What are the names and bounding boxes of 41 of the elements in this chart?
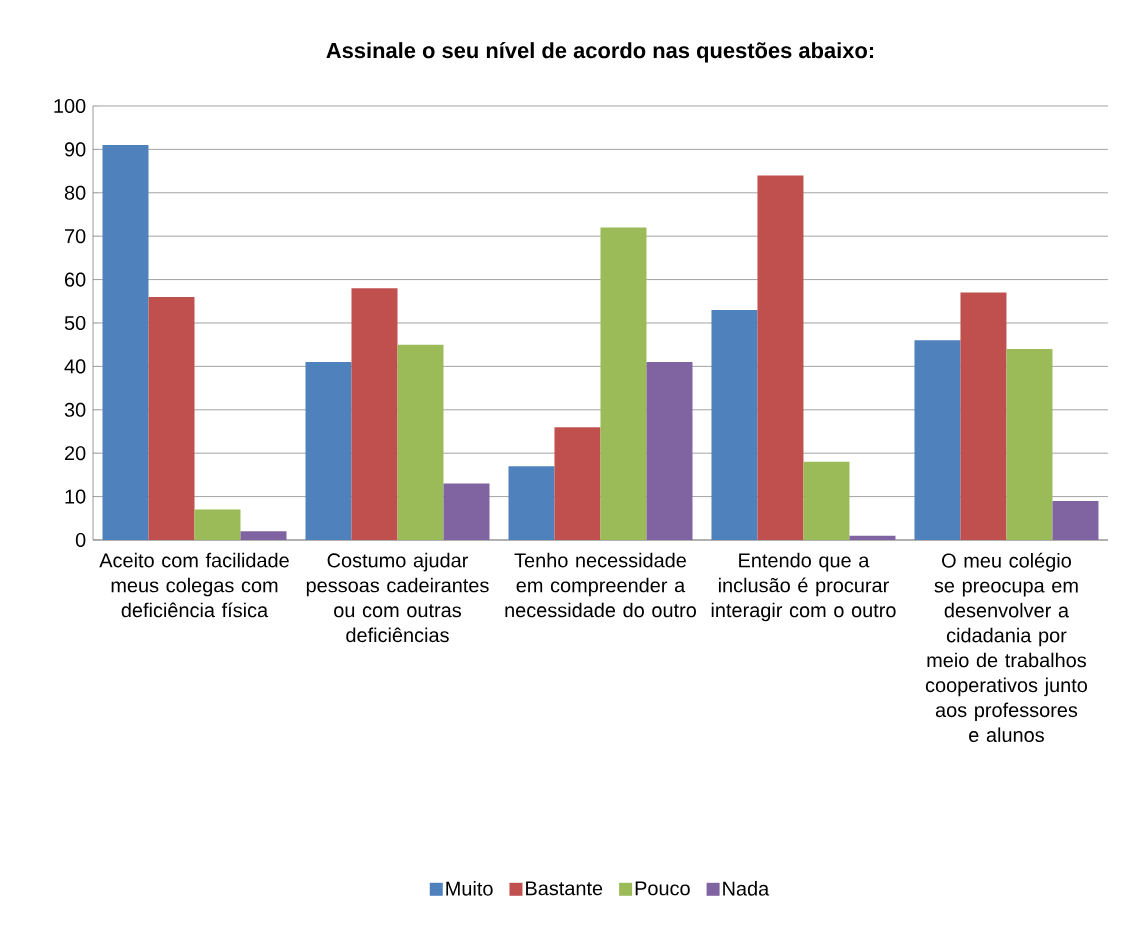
bar bbox=[646, 362, 693, 540]
legend-label: Bastante bbox=[526, 881, 603, 896]
chart-title: Assinale o seu nível de acordo nas questões abaixo: bbox=[326, 41, 874, 63]
y-tick-label: 10 bbox=[65, 489, 86, 504]
y-tick-label: 20 bbox=[65, 446, 86, 461]
y-tick-label: 60 bbox=[65, 272, 86, 287]
x-tick-label: Entendo que a inclusão é procurar interagir com o outro bbox=[711, 552, 896, 622]
bar bbox=[1006, 349, 1053, 540]
bar bbox=[305, 362, 352, 540]
bar bbox=[240, 531, 287, 540]
bar bbox=[397, 344, 444, 540]
bar bbox=[757, 175, 804, 540]
bar bbox=[443, 483, 490, 540]
y-tick-label: 30 bbox=[64, 402, 86, 417]
x-tick-label: Tenho necessidade em compreender a necessidade do outro bbox=[505, 552, 696, 618]
bar bbox=[148, 296, 195, 540]
y-tick-label: 40 bbox=[64, 359, 86, 374]
bar bbox=[849, 535, 896, 540]
bar bbox=[194, 509, 241, 540]
bar bbox=[600, 227, 647, 540]
y-tick-label: 100 bbox=[54, 98, 86, 114]
y-tick-label: 90 bbox=[64, 142, 86, 157]
bar bbox=[508, 466, 555, 540]
y-tick-label: 80 bbox=[64, 185, 86, 200]
y-tick-label: 50 bbox=[64, 315, 86, 331]
legend-label: Nada bbox=[723, 881, 770, 896]
y-tick-label: 70 bbox=[65, 229, 86, 244]
bar bbox=[960, 292, 1007, 540]
bar bbox=[711, 309, 758, 540]
bar bbox=[803, 461, 850, 540]
y-tick-label: 0 bbox=[75, 532, 86, 548]
x-tick-label: Costumo ajudar pessoas cadeirantes ou com outras deficiências bbox=[306, 552, 489, 643]
bar bbox=[1052, 500, 1099, 540]
legend-label: Muito bbox=[446, 881, 493, 896]
x-tick-label: Aceito com facilidade meus colegas com deficiência física bbox=[99, 552, 289, 618]
bar bbox=[914, 340, 961, 540]
bar bbox=[351, 288, 398, 540]
x-tick-label: O meu colégio se preocupa em desenvolver a cidadania por meio de trabalhos cooperativos junto aos professores e alunos bbox=[925, 552, 1088, 743]
legend-label: Pouco bbox=[635, 881, 690, 896]
bar bbox=[554, 427, 601, 540]
bar bbox=[102, 145, 149, 540]
